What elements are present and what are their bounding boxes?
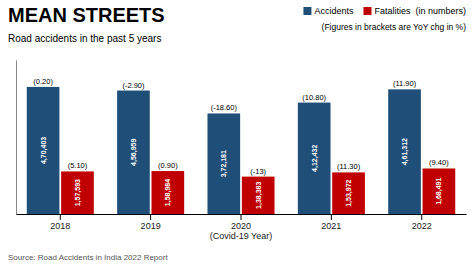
x-tick-label: 2018 xyxy=(50,221,70,231)
bar xyxy=(388,89,421,214)
bar xyxy=(242,177,275,214)
data-label: 4,61,312 xyxy=(401,138,409,165)
legend-swatch xyxy=(363,7,371,15)
yoy-label: (5.10) xyxy=(68,161,88,170)
bar xyxy=(117,91,150,214)
y-axis xyxy=(16,61,17,215)
data-label: 1,58,984 xyxy=(164,179,172,206)
subtitle: Road accidents in the past 5 years xyxy=(8,33,161,44)
data-label: 4,56,959 xyxy=(130,139,138,166)
legend: Accidents Fatalities (in numbers) xyxy=(303,6,466,16)
yoy-label: (11.30) xyxy=(337,162,361,171)
yoy-label: (0.20) xyxy=(33,77,53,86)
x-tick: 2018 xyxy=(50,214,70,231)
data-label: 4,70,403 xyxy=(40,137,48,164)
title: MEAN STREETS xyxy=(8,4,165,26)
legend-label: Accidents xyxy=(314,6,354,16)
data-label: 1,57,593 xyxy=(74,179,82,206)
bar xyxy=(61,171,94,214)
note: (Figures in brackets are YoY chg in %) xyxy=(322,22,467,32)
yoy-label: (0.90) xyxy=(158,161,178,170)
bar xyxy=(207,113,240,214)
bar xyxy=(423,168,456,214)
data-label: 3,72,181 xyxy=(220,150,228,177)
bar xyxy=(332,172,365,214)
yoy-label: (-13) xyxy=(250,167,266,176)
data-label: 1,38,383 xyxy=(255,182,263,209)
x-tick-mark xyxy=(331,214,332,220)
legend-item: Accidents xyxy=(303,6,354,16)
x-tick-mark xyxy=(60,214,61,220)
data-label: 1,68,491 xyxy=(435,178,443,205)
source: Source: Road Accidents in India 2022 Rep… xyxy=(8,253,168,262)
x-tick-label: 2022 xyxy=(412,221,432,231)
x-tick-mark xyxy=(150,214,151,220)
data-label: 4,12,432 xyxy=(311,145,319,172)
x-tick-label: 2021 xyxy=(321,221,341,231)
data-label: 1,53,972 xyxy=(345,179,353,206)
yoy-label: (9.40) xyxy=(429,158,449,167)
x-tick-label: 2019 xyxy=(141,221,161,231)
legend-label: Fatalities (in numbers) xyxy=(374,6,466,16)
legend-item: Fatalities (in numbers) xyxy=(363,6,466,16)
x-tick-label: 2020(Covid-19 Year) xyxy=(210,221,273,241)
yoy-label: (10.80) xyxy=(302,93,326,102)
x-tick: 2020(Covid-19 Year) xyxy=(210,214,273,241)
y-axis-line xyxy=(16,61,17,215)
labels: 4,70,403 (0.20) 4,56,959 (-2.90) 3,72,181 (-1… xyxy=(33,77,449,209)
bar xyxy=(151,171,184,214)
x-tick: 2021 xyxy=(321,214,341,231)
x-tick-mark xyxy=(421,214,422,220)
bars xyxy=(27,87,455,214)
yoy-label: (-18.60) xyxy=(211,103,238,112)
x-axis: 2018 2019 2020(Covid-19 Year) 2021 2022 xyxy=(17,214,467,241)
x-tick-mark xyxy=(241,214,242,220)
yoy-label: (-2.90) xyxy=(122,81,145,90)
x-tick: 2019 xyxy=(141,214,161,231)
bar xyxy=(27,87,60,214)
bar xyxy=(298,103,331,214)
x-tick: 2022 xyxy=(412,214,432,231)
legend-swatch xyxy=(303,7,311,15)
yoy-label: (11.90) xyxy=(393,79,417,88)
